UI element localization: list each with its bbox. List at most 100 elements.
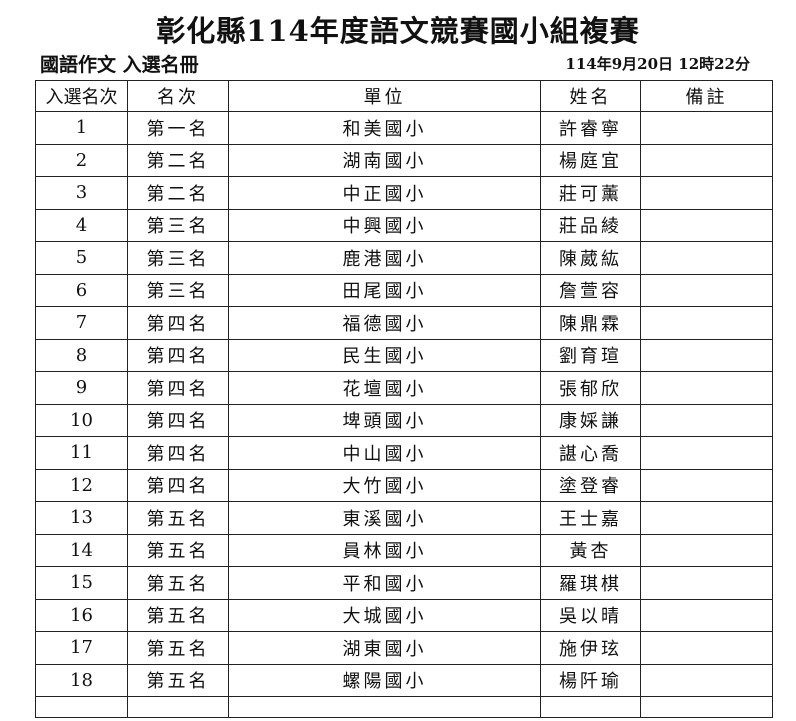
cell-no: 11 [35, 436, 128, 470]
cell-no: 12 [35, 468, 128, 502]
cell-rank: 第二名 [127, 143, 229, 177]
cell-school: 大竹國小 [228, 468, 541, 502]
cell-name: 羅琪棋 [540, 566, 641, 600]
cell-no: 4 [35, 208, 128, 242]
cell-school: 員林國小 [228, 533, 541, 567]
cell-note [640, 176, 773, 210]
table-row: 12 第四名 大竹國小 塗登睿 [35, 468, 773, 502]
cell-name: 楊庭宜 [540, 143, 641, 177]
cell-rank: 第四名 [127, 306, 229, 340]
col-header-selection-no: 入選名次 [35, 80, 128, 112]
cell-name: 康婇謙 [540, 403, 641, 437]
cell-note [640, 598, 773, 632]
cell-name: 施伊玹 [540, 631, 641, 665]
cell-rank: 第三名 [127, 273, 229, 307]
cell-rank: 第三名 [127, 241, 229, 275]
table-row: 10 第四名 埤頭國小 康婇謙 [35, 403, 773, 437]
cell-school: 螺陽國小 [228, 663, 541, 697]
cell-school: 東溪國小 [228, 501, 541, 535]
table-row: 18 第五名 螺陽國小 楊阡瑜 [35, 663, 773, 697]
cell-name: 莊品綾 [540, 208, 641, 242]
page-title: 彰化縣114年度語文競賽國小組複賽 [156, 14, 640, 48]
cell-no: 2 [35, 143, 128, 177]
cell-no: 8 [35, 338, 128, 372]
timestamp: 114年9月20日 12時22分 [565, 55, 750, 73]
cell-name: 吳以晴 [540, 598, 641, 632]
table-header: 入選名次 名次 單位 姓名 備註 [35, 80, 773, 112]
cell-no: 10 [35, 403, 128, 437]
table-row: 16 第五名 大城國小 吳以晴 [35, 598, 773, 632]
cell-no: 13 [35, 501, 128, 535]
cell-no: 7 [35, 306, 128, 340]
cell-no: 9 [35, 371, 128, 405]
cell-note [640, 533, 773, 567]
cell-name: 劉育瑄 [540, 338, 641, 372]
cell-name: 張郁欣 [540, 371, 641, 405]
table-row: 15 第五名 平和國小 羅琪棋 [35, 566, 773, 600]
cell-rank: 第三名 [127, 208, 229, 242]
cell-no: 1 [35, 111, 128, 145]
cell-school: 中正國小 [228, 176, 541, 210]
cell-school: 埤頭國小 [228, 403, 541, 437]
cell-rank: 第四名 [127, 371, 229, 405]
table-row: 2 第二名 湖南國小 楊庭宜 [35, 143, 773, 177]
cell-note [640, 306, 773, 340]
cell-school: 中興國小 [228, 208, 541, 242]
table-row: 6 第三名 田尾國小 詹萱容 [35, 273, 773, 307]
cell-no: 17 [35, 631, 128, 665]
cell-rank: 第四名 [127, 403, 229, 437]
table-row: 5 第三名 鹿港國小 陳葳紘 [35, 241, 773, 275]
table-row: 11 第四名 中山國小 諶心喬 [35, 436, 773, 470]
cell-empty [540, 696, 641, 718]
cell-name: 陳鼎霖 [540, 306, 641, 340]
cell-note [640, 468, 773, 502]
cell-no: 6 [35, 273, 128, 307]
results-table: 入選名次 名次 單位 姓名 備註 1 第一名 和美國小 許睿寧 2 第二名 湖南國小 楊庭宜 3… [35, 80, 773, 718]
cell-empty [35, 696, 128, 718]
cell-note [640, 663, 773, 697]
cell-name: 莊可薰 [540, 176, 641, 210]
table-row: 13 第五名 東溪國小 王士嘉 [35, 501, 773, 535]
cell-rank: 第五名 [127, 631, 229, 665]
table-row: 14 第五名 員林國小 黃杏 [35, 533, 773, 567]
cell-school: 鹿港國小 [228, 241, 541, 275]
cell-no: 14 [35, 533, 128, 567]
cell-no: 15 [35, 566, 128, 600]
cell-no: 3 [35, 176, 128, 210]
col-header-rank: 名次 [127, 80, 229, 112]
cell-note [640, 501, 773, 535]
cell-empty [640, 696, 773, 718]
cell-note [640, 208, 773, 242]
table-row: 8 第四名 民生國小 劉育瑄 [35, 338, 773, 372]
cell-school: 中山國小 [228, 436, 541, 470]
cell-school: 福德國小 [228, 306, 541, 340]
cell-note [640, 241, 773, 275]
cell-rank: 第五名 [127, 598, 229, 632]
table-row: 1 第一名 和美國小 許睿寧 [35, 111, 773, 145]
cell-note [640, 143, 773, 177]
cell-note [640, 111, 773, 145]
cell-note [640, 338, 773, 372]
table-row: 4 第三名 中興國小 莊品綾 [35, 208, 773, 242]
cell-rank: 第四名 [127, 338, 229, 372]
cell-note [640, 436, 773, 470]
col-header-note: 備註 [640, 80, 773, 112]
cell-rank: 第四名 [127, 468, 229, 502]
cell-rank: 第一名 [127, 111, 229, 145]
cell-name: 諶心喬 [540, 436, 641, 470]
cell-name: 詹萱容 [540, 273, 641, 307]
table-row: 9 第四名 花壇國小 張郁欣 [35, 371, 773, 405]
cell-school: 湖東國小 [228, 631, 541, 665]
cell-rank: 第五名 [127, 533, 229, 567]
cell-name: 塗登睿 [540, 468, 641, 502]
cell-school: 湖南國小 [228, 143, 541, 177]
cell-note [640, 403, 773, 437]
cell-name: 楊阡瑜 [540, 663, 641, 697]
cell-name: 王士嘉 [540, 501, 641, 535]
cell-rank: 第五名 [127, 501, 229, 535]
cell-no: 18 [35, 663, 128, 697]
cell-empty [127, 696, 229, 718]
cell-note [640, 566, 773, 600]
table-row: 17 第五名 湖東國小 施伊玹 [35, 631, 773, 665]
cell-no: 16 [35, 598, 128, 632]
